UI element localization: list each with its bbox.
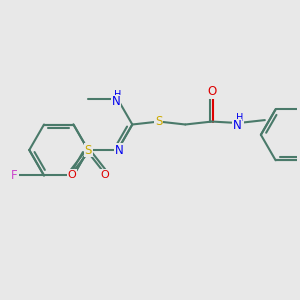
Text: O: O (207, 85, 217, 98)
Text: N: N (115, 143, 124, 157)
Text: O: O (100, 170, 109, 180)
Text: F: F (11, 169, 18, 182)
Text: H: H (236, 113, 244, 123)
Text: N: N (112, 95, 121, 108)
Text: N: N (232, 119, 241, 133)
Text: H: H (114, 90, 121, 100)
Text: S: S (155, 115, 163, 128)
Text: O: O (68, 170, 76, 180)
Text: S: S (85, 143, 92, 157)
